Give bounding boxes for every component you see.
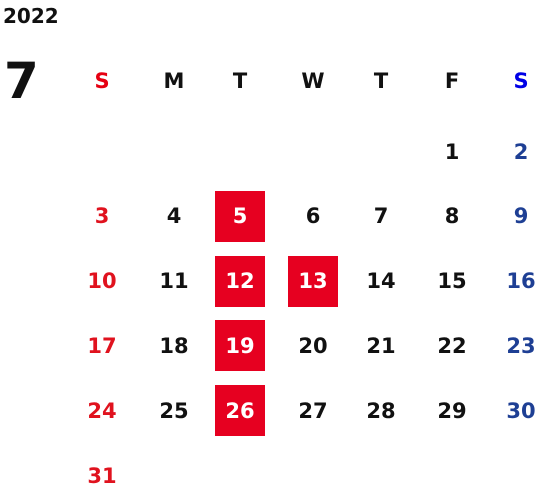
year: 2022 — [3, 4, 59, 28]
highlighted-day: 13 — [288, 255, 338, 307]
day: 29 — [437, 398, 467, 423]
day: 16 — [506, 269, 536, 294]
highlighted-day: 19 — [215, 320, 265, 372]
day: 23 — [506, 333, 536, 358]
day: 14 — [366, 269, 396, 294]
weekday-header: T — [232, 68, 248, 93]
day: 10 — [87, 269, 117, 294]
day: 9 — [513, 204, 529, 229]
day: 17 — [87, 333, 117, 358]
day: 20 — [298, 333, 328, 358]
day: 18 — [159, 333, 189, 358]
day: 2 — [513, 139, 529, 164]
weekday-header: M — [163, 68, 185, 93]
weekday-header: S — [94, 68, 110, 93]
day: 24 — [87, 398, 117, 423]
day: 3 — [94, 204, 110, 229]
weekday-header: T — [373, 68, 389, 93]
day: 27 — [298, 398, 328, 423]
day: 6 — [305, 204, 321, 229]
day: 28 — [366, 398, 396, 423]
day: 25 — [159, 398, 189, 423]
weekday-header: F — [444, 68, 460, 93]
highlighted-day: 5 — [215, 190, 265, 242]
day: 22 — [437, 333, 467, 358]
day: 1 — [444, 139, 460, 164]
day: 31 — [87, 463, 117, 488]
month: 7 — [4, 52, 39, 110]
day: 4 — [166, 204, 182, 229]
day: 21 — [366, 333, 396, 358]
weekday-header: W — [301, 68, 325, 93]
day: 15 — [437, 269, 467, 294]
highlighted-day: 12 — [215, 255, 265, 307]
highlighted-day: 26 — [215, 385, 265, 437]
weekday-header: S — [513, 68, 529, 93]
day: 7 — [373, 204, 389, 229]
day: 11 — [159, 269, 189, 294]
day: 8 — [444, 204, 460, 229]
day: 30 — [506, 398, 536, 423]
